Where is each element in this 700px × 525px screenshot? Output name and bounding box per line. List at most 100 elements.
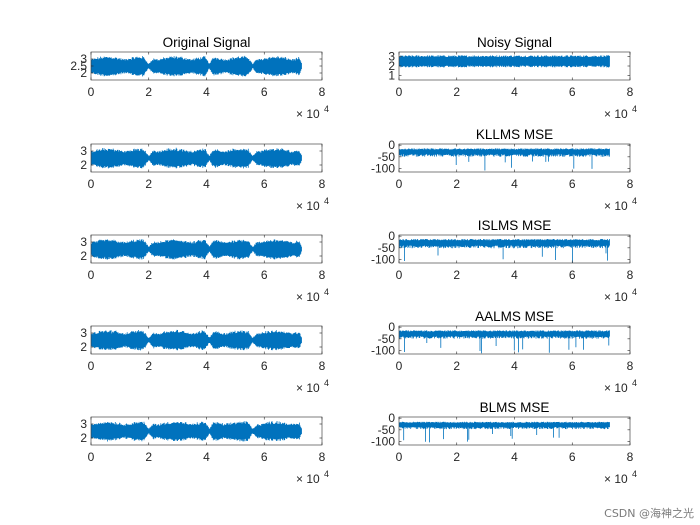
- x-tick-label: 2: [145, 268, 152, 282]
- series-line: [399, 238, 610, 263]
- x-tick-label: 0: [396, 359, 403, 373]
- x-tick-label: 4: [511, 450, 518, 464]
- x-exponent-power: 4: [324, 104, 329, 114]
- y-tick-label: 0: [388, 138, 395, 152]
- x-tick-label: 0: [396, 268, 403, 282]
- subplot-9: 0 2 4 6 832× 10 4: [80, 416, 329, 486]
- y-tick-label: 2.5: [70, 59, 87, 73]
- x-tick-label: 8: [319, 450, 326, 464]
- x-tick-label: 4: [203, 177, 210, 191]
- x-tick-label: 4: [511, 359, 518, 373]
- y-tick-label: 2: [80, 158, 87, 172]
- subplot-title: Original Signal: [163, 35, 251, 50]
- x-tick-label: 6: [569, 450, 576, 464]
- y-tick-label: 2: [80, 249, 87, 263]
- x-tick-label: 2: [453, 268, 460, 282]
- x-tick-label: 0: [88, 85, 95, 99]
- subplot-5: 0 2 4 6 832× 10 4: [80, 234, 329, 304]
- x-exponent-label: × 10: [296, 472, 320, 486]
- x-tick-label: 8: [627, 268, 634, 282]
- x-tick-label: 0: [396, 177, 403, 191]
- x-exponent-label: × 10: [296, 381, 320, 395]
- x-exponent-label: × 10: [604, 199, 628, 213]
- y-tick-label: -100: [371, 435, 395, 449]
- series-line: [91, 147, 302, 169]
- y-tick-label: 2: [80, 340, 87, 354]
- x-tick-label: 6: [261, 177, 268, 191]
- y-tick-label: 0: [388, 411, 395, 425]
- x-tick-label: 0: [88, 359, 95, 373]
- y-tick-label: 2: [388, 59, 395, 73]
- y-tick-label: 1: [388, 68, 395, 82]
- x-exponent-label: × 10: [604, 107, 628, 121]
- x-exponent-power: 4: [324, 287, 329, 297]
- series-line: [399, 148, 610, 171]
- x-exponent-label: × 10: [296, 199, 320, 213]
- x-tick-label: 8: [319, 359, 326, 373]
- subplot-6: 0 2 4 6 8 0-50-100 × 10 4 ISLMS MSE: [371, 218, 637, 304]
- subplot-title: BLMS MSE: [480, 400, 550, 415]
- x-tick-label: 8: [627, 450, 634, 464]
- y-tick-label: -50: [378, 332, 396, 346]
- x-tick-label: 6: [261, 359, 268, 373]
- x-tick-label: 4: [203, 450, 210, 464]
- y-tick-label: -100: [371, 162, 395, 176]
- x-exponent-label: × 10: [296, 107, 320, 121]
- x-tick-label: 6: [569, 85, 576, 99]
- x-tick-label: 6: [569, 177, 576, 191]
- subplot-title: Noisy Signal: [477, 35, 552, 50]
- x-tick-label: 2: [145, 85, 152, 99]
- subplot-4: 0 2 4 6 8 0-50-100 × 10 4 KLLMS MSE: [371, 127, 637, 213]
- y-tick-label: 0: [388, 229, 395, 243]
- x-tick-label: 0: [88, 450, 95, 464]
- x-tick-label: 2: [145, 177, 152, 191]
- y-tick-label: -100: [371, 344, 395, 358]
- x-tick-label: 4: [203, 359, 210, 373]
- subplot-7: 0 2 4 6 832× 10 4: [80, 325, 329, 395]
- series-line: [91, 238, 302, 260]
- y-tick-label: -50: [378, 150, 396, 164]
- x-tick-label: 6: [569, 359, 576, 373]
- subplot-10: 0 2 4 6 8 0-50-100 × 10 4 BLMS MSE: [371, 400, 637, 486]
- x-exponent-power: 4: [324, 196, 329, 206]
- series-line: [91, 55, 302, 77]
- x-tick-label: 6: [261, 450, 268, 464]
- y-tick-label: 3: [80, 326, 87, 340]
- x-tick-label: 8: [627, 177, 634, 191]
- x-tick-label: 6: [261, 268, 268, 282]
- x-tick-label: 6: [569, 268, 576, 282]
- watermark-text: CSDN @海神之光: [604, 507, 694, 520]
- subplot-8: 0 2 4 6 8 0-50-100 × 10 4 AALMS MSE: [371, 309, 637, 395]
- axes-box: [398, 234, 631, 264]
- x-tick-label: 4: [511, 268, 518, 282]
- x-tick-label: 0: [88, 268, 95, 282]
- x-exponent-power: 4: [324, 469, 329, 479]
- x-tick-label: 0: [396, 450, 403, 464]
- x-tick-label: 4: [203, 85, 210, 99]
- x-exponent-label: × 10: [296, 290, 320, 304]
- series-line: [399, 55, 610, 68]
- subplot-title: ISLMS MSE: [478, 218, 552, 233]
- x-tick-label: 8: [627, 85, 634, 99]
- y-tick-label: 3: [388, 50, 395, 64]
- x-tick-label: 2: [453, 85, 460, 99]
- subplot-3: 0 2 4 6 832× 10 4: [80, 143, 329, 213]
- x-tick-label: 8: [319, 85, 326, 99]
- y-tick-label: -100: [371, 253, 395, 267]
- x-exponent-power: 4: [632, 196, 637, 206]
- x-tick-label: 4: [511, 177, 518, 191]
- series-line: [399, 330, 610, 354]
- x-tick-label: 8: [319, 177, 326, 191]
- series-line: [91, 421, 302, 442]
- x-tick-label: 2: [145, 450, 152, 464]
- x-exponent-label: × 10: [604, 290, 628, 304]
- x-tick-label: 8: [319, 268, 326, 282]
- x-tick-label: 4: [511, 85, 518, 99]
- x-exponent-power: 4: [632, 469, 637, 479]
- x-tick-label: 4: [203, 268, 210, 282]
- x-exponent-power: 4: [632, 287, 637, 297]
- x-tick-label: 0: [88, 177, 95, 191]
- axes-box: [398, 143, 631, 173]
- x-tick-label: 2: [453, 359, 460, 373]
